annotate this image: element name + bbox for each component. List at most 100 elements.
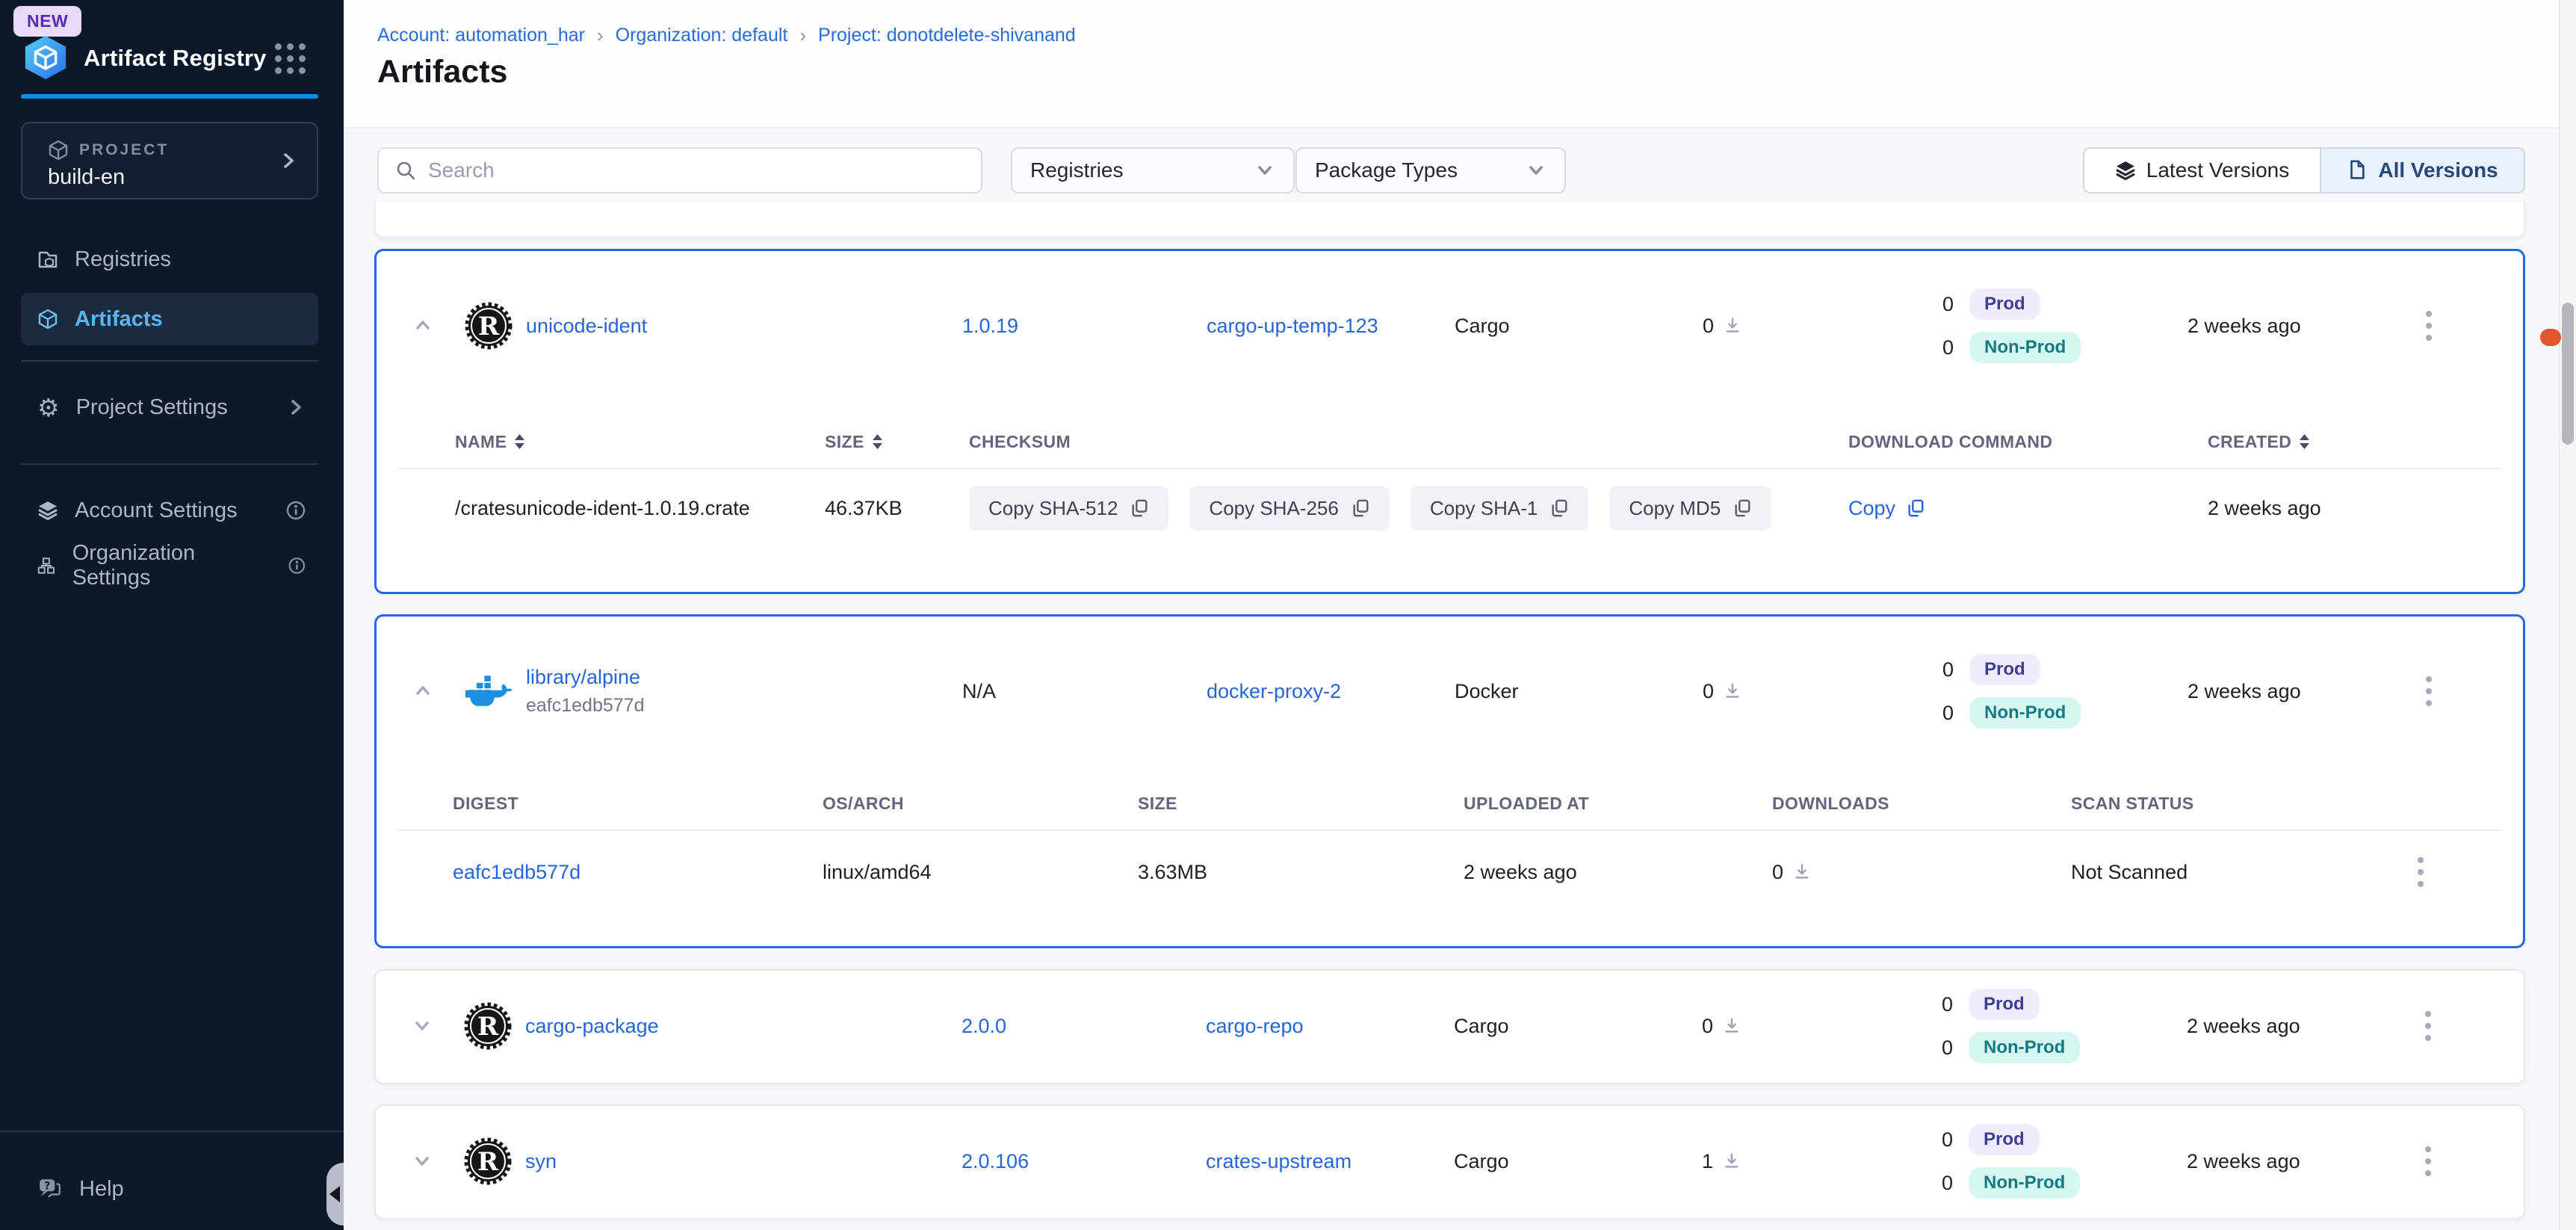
uploaded-at: 2 weeks ago <box>1464 861 1772 884</box>
page-title: Artifacts <box>377 54 507 90</box>
row-menu-kebab-icon[interactable] <box>2412 305 2446 347</box>
docker-whale-icon <box>465 672 513 711</box>
prod-badge: Prod <box>1969 288 2040 320</box>
sidebar-collapse-handle[interactable] <box>326 1163 344 1226</box>
artifact-registry-logo-icon <box>22 34 69 81</box>
org-chart-icon <box>37 555 56 576</box>
artifact-name-link[interactable]: syn <box>525 1150 962 1173</box>
nonprod-count: 0 <box>1942 1172 1957 1195</box>
new-badge: NEW <box>13 6 81 37</box>
expand-row-button[interactable] <box>406 1145 439 1178</box>
collapse-row-button[interactable] <box>406 675 439 708</box>
all-versions-button[interactable]: All Versions <box>2320 149 2524 192</box>
sort-icon[interactable] <box>2299 433 2310 450</box>
scrollbar-thumb[interactable] <box>2562 303 2574 445</box>
package-types-dropdown[interactable]: Package Types <box>1295 147 1566 194</box>
col-digest: DIGEST <box>453 794 823 814</box>
row-menu-kebab-icon[interactable] <box>2403 851 2438 893</box>
scroll-position-marker <box>2540 329 2561 346</box>
breadcrumb-account-link[interactable]: Account: automation_har <box>377 25 585 46</box>
artifact-version-link[interactable]: 2.0.0 <box>962 1015 1206 1038</box>
sidebar-item-artifacts[interactable]: Artifacts <box>21 293 318 345</box>
help-chat-icon <box>37 1177 63 1201</box>
prod-count: 0 <box>1942 658 1957 682</box>
sidebar-item-account-settings[interactable]: Account Settings <box>21 484 318 537</box>
chevron-down-icon <box>1254 160 1275 181</box>
scrollbar-track[interactable] <box>2559 0 2576 1230</box>
artifact-card-unicode-ident: unicode-ident 1.0.19 cargo-up-temp-123 C… <box>374 249 2525 594</box>
sidebar-item-label: Organization Settings <box>72 541 256 590</box>
latest-versions-button[interactable]: Latest Versions <box>2084 149 2320 192</box>
collapse-row-button[interactable] <box>406 309 439 342</box>
sidebar-divider <box>21 463 318 465</box>
file-size: 46.37KB <box>825 497 969 520</box>
breadcrumb-project-link[interactable]: Project: donotdelete-shivanand <box>818 25 1076 46</box>
sidebar-item-label: Account Settings <box>75 498 238 523</box>
row-menu-kebab-icon[interactable] <box>2412 670 2446 712</box>
copy-sha256-button[interactable]: Copy SHA-256 <box>1189 486 1389 531</box>
layers-icon <box>2115 160 2136 181</box>
document-icon <box>2347 160 2368 181</box>
artifact-registry-link[interactable]: cargo-up-temp-123 <box>1207 315 1455 338</box>
sidebar-item-help[interactable]: Help <box>21 1163 318 1215</box>
artifact-card-library-alpine: library/alpine eafc1edb577d N/A docker-p… <box>374 614 2525 948</box>
package-type: Cargo <box>1454 1150 1702 1173</box>
artifact-registry-link[interactable]: cargo-repo <box>1206 1015 1454 1038</box>
col-created: CREATED <box>2208 432 2291 452</box>
info-icon[interactable] <box>285 500 306 521</box>
sort-icon[interactable] <box>872 433 883 450</box>
project-label: PROJECT <box>79 141 169 159</box>
cargo-rust-icon <box>464 1002 512 1050</box>
download-count: 0 <box>1702 1015 1713 1038</box>
package-type: Cargo <box>1455 315 1703 338</box>
updated-time: 2 weeks ago <box>2188 680 2412 703</box>
project-selector[interactable]: PROJECT build-en <box>21 122 318 200</box>
artifact-version-link[interactable]: 1.0.19 <box>962 315 1207 338</box>
row-menu-kebab-icon[interactable] <box>2411 1005 2445 1047</box>
manifest-downloads: 0 <box>1772 861 1783 884</box>
registries-dropdown[interactable]: Registries <box>1011 147 1295 194</box>
copy-sha512-button[interactable]: Copy SHA-512 <box>969 486 1168 531</box>
artifact-name-link[interactable]: library/alpine <box>526 666 962 689</box>
updated-time: 2 weeks ago <box>2188 315 2412 338</box>
digest-link[interactable]: eafc1edb577d <box>453 861 823 884</box>
copy-md5-button[interactable]: Copy MD5 <box>1609 486 1771 531</box>
sidebar-item-project-settings[interactable]: ⚙ Project Settings <box>21 381 318 433</box>
prod-count: 0 <box>1942 1128 1957 1152</box>
copy-download-command-link[interactable]: Copy <box>1848 497 1925 520</box>
row-menu-kebab-icon[interactable] <box>2411 1140 2445 1182</box>
partial-row-card <box>374 202 2525 238</box>
sidebar-item-organization-settings[interactable]: Organization Settings <box>21 540 318 592</box>
project-cube-icon <box>48 140 69 161</box>
artifact-version-link[interactable]: 2.0.106 <box>962 1150 1206 1173</box>
sidebar-divider <box>0 1131 344 1132</box>
artifact-registry-link[interactable]: docker-proxy-2 <box>1207 680 1455 703</box>
sidebar-item-registries[interactable]: Registries <box>21 233 318 285</box>
artifact-registry-link[interactable]: crates-upstream <box>1206 1150 1454 1173</box>
file-row: /cratesunicode-ident-1.0.19.crate 46.37K… <box>377 469 2523 547</box>
registries-folder-icon <box>37 249 58 270</box>
artifact-row: unicode-ident 1.0.19 cargo-up-temp-123 C… <box>377 251 2523 401</box>
artifact-name-link[interactable]: unicode-ident <box>526 315 962 338</box>
col-download-command: DOWNLOAD COMMAND <box>1848 432 2208 452</box>
breadcrumb-org-link[interactable]: Organization: default <box>616 25 788 46</box>
info-icon[interactable] <box>288 555 306 576</box>
copy-sha1-button[interactable]: Copy SHA-1 <box>1411 486 1589 531</box>
updated-time: 2 weeks ago <box>2187 1150 2411 1173</box>
chevron-right-icon <box>278 150 299 171</box>
copy-icon <box>1130 498 1149 518</box>
nonprod-badge: Non-Prod <box>1969 1167 2080 1199</box>
project-name: build-en <box>48 165 125 190</box>
chevron-up-icon <box>412 681 433 702</box>
artifact-name-link[interactable]: cargo-package <box>525 1015 962 1038</box>
download-icon <box>1792 862 1812 882</box>
deployments-cell: 0Prod 0Non-Prod <box>1942 989 2187 1063</box>
search-input[interactable] <box>428 158 965 182</box>
download-count: 1 <box>1702 1150 1713 1173</box>
sidebar-divider <box>21 360 318 362</box>
app-switcher-grid-icon[interactable] <box>275 43 306 75</box>
expand-row-button[interactable] <box>406 1010 439 1042</box>
artifact-card-syn: syn 2.0.106 crates-upstream Cargo 1 0Pro… <box>374 1104 2525 1220</box>
artifact-card-cargo-package: cargo-package 2.0.0 cargo-repo Cargo 0 0… <box>374 969 2525 1084</box>
sort-icon[interactable] <box>514 433 525 450</box>
